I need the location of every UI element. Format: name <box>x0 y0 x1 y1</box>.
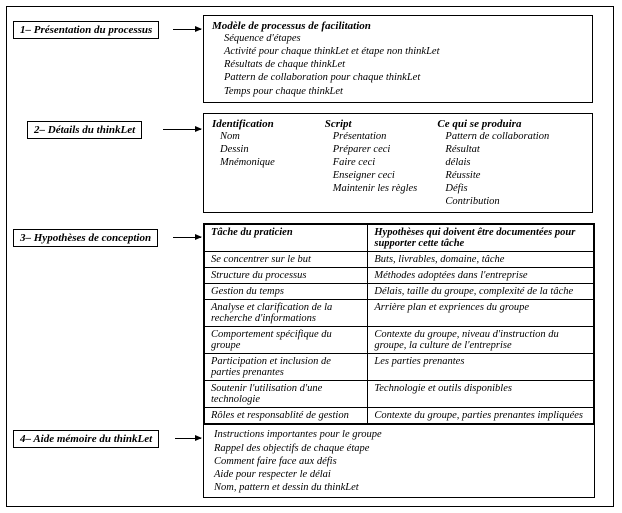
cell-left: Rôles et responsablité de gestion <box>205 408 368 424</box>
s2-item: Dessin <box>212 143 317 156</box>
table-header-row: Tâche du praticien Hypothèses qui doiven… <box>205 225 594 252</box>
cell-left: Structure du processus <box>205 268 368 284</box>
arrow-s2 <box>163 129 201 130</box>
cell-left: Participation et inclusion de parties pr… <box>205 354 368 381</box>
cell-left: Gestion du temps <box>205 284 368 300</box>
cell-right: Arrière plan et expriences du groupe <box>368 300 594 327</box>
s2-item: Maintenir les règles <box>325 182 430 195</box>
s2-item: délais <box>437 156 584 169</box>
table-row: Comportement spécifique du groupeContext… <box>205 327 594 354</box>
cell-right: Délais, taille du groupe, complexité de … <box>368 284 594 300</box>
cell-left: Comportement spécifique du groupe <box>205 327 368 354</box>
s2-item: Enseigner ceci <box>325 169 430 182</box>
cell-left: Analyse et clarification de la recherche… <box>205 300 368 327</box>
cell-left: Se concentrer sur le but <box>205 252 368 268</box>
cell-left: Soutenir l'utilisation d'une technologie <box>205 381 368 408</box>
s2-item: Mnémonique <box>212 156 317 169</box>
label-s2: 2– Détails du thinkLet <box>27 121 142 139</box>
table-row: Analyse et clarification de la recherche… <box>205 300 594 327</box>
cell-right: Méthodes adoptées dans l'entreprise <box>368 268 594 284</box>
s2-item: Résultat <box>437 143 584 156</box>
s4-item: Comment faire face aux défis <box>210 455 588 468</box>
s2-item: Contribution <box>437 195 584 208</box>
section-3: 3– Hypothèses de conception Tâche du pra… <box>13 223 603 425</box>
s4-item: Rappel des objectifs de chaque étape <box>210 442 588 455</box>
diagram-frame: 1– Présentation du processus Modèle de p… <box>6 6 614 507</box>
hypotheses-table: Tâche du praticien Hypothèses qui doiven… <box>204 224 594 424</box>
table-row: Soutenir l'utilisation d'une technologie… <box>205 381 594 408</box>
arrow-s1 <box>173 29 201 30</box>
s4-item: Instructions importantes pour le groupe <box>210 428 588 441</box>
table-row: Rôles et responsablité de gestionContext… <box>205 408 594 424</box>
label-s1: 1– Présentation du processus <box>13 21 159 39</box>
cell-right: Contexte du groupe, parties prenantes im… <box>368 408 594 424</box>
content-s3: Tâche du praticien Hypothèses qui doiven… <box>203 223 595 425</box>
s2-item: Préparer ceci <box>325 143 430 156</box>
section-4: 4– Aide mémoire du thinkLet Instructions… <box>13 424 603 498</box>
cell-right: Technologie et outils disponibles <box>368 381 594 408</box>
s1-item: Temps pour chaque thinkLet <box>212 85 584 98</box>
s2-item: Pattern de collaboration <box>437 130 584 143</box>
s2-item: Faire ceci <box>325 156 430 169</box>
arrow-s4 <box>175 438 201 439</box>
s1-item: Séquence d'étapes <box>212 32 584 45</box>
label-s3: 3– Hypothèses de conception <box>13 229 158 247</box>
s1-title: Modèle de processus de facilitation <box>212 20 584 32</box>
table-row: Participation et inclusion de parties pr… <box>205 354 594 381</box>
s4-item: Nom, pattern et dessin du thinkLet <box>210 481 588 494</box>
s2-col-result: Ce qui se produira Pattern de collaborat… <box>437 118 584 209</box>
arrow-s3 <box>173 237 201 238</box>
section-1: 1– Présentation du processus Modèle de p… <box>13 15 603 103</box>
content-s1: Modèle de processus de facilitation Séqu… <box>203 15 593 103</box>
s2-item: Présentation <box>325 130 430 143</box>
s2-item: Nom <box>212 130 317 143</box>
content-s2: Identification Nom Dessin Mnémonique Scr… <box>203 113 593 214</box>
cell-right: Buts, livrables, domaine, tâche <box>368 252 594 268</box>
label-s4: 4– Aide mémoire du thinkLet <box>13 430 159 448</box>
s2-col-identification: Identification Nom Dessin Mnémonique <box>212 118 317 209</box>
th-right: Hypothèses qui doivent être documentées … <box>368 225 594 252</box>
s2-col-script: Script Présentation Préparer ceci Faire … <box>325 118 430 209</box>
s1-item: Pattern de collaboration pour chaque thi… <box>212 71 584 84</box>
s2-col1-title: Identification <box>212 118 317 130</box>
s1-item: Activité pour chaque thinkLet et étape n… <box>212 45 584 58</box>
s1-item: Résultats de chaque thinkLet <box>212 58 584 71</box>
s2-item: Réussite <box>437 169 584 182</box>
table-row: Structure du processusMéthodes adoptées … <box>205 268 594 284</box>
table-row: Gestion du tempsDélais, taille du groupe… <box>205 284 594 300</box>
s2-item: Défis <box>437 182 584 195</box>
table-row: Se concentrer sur le butButs, livrables,… <box>205 252 594 268</box>
cell-right: Les parties prenantes <box>368 354 594 381</box>
s2-col3-title: Ce qui se produira <box>437 118 584 130</box>
s4-item: Aide pour respecter le délai <box>210 468 588 481</box>
s2-col2-title: Script <box>325 118 430 130</box>
content-s4: Instructions importantes pour le groupe … <box>203 424 595 498</box>
cell-right: Contexte du groupe, niveau d'instruction… <box>368 327 594 354</box>
th-left: Tâche du praticien <box>205 225 368 252</box>
section-2: 2– Détails du thinkLet Identification No… <box>13 113 603 214</box>
